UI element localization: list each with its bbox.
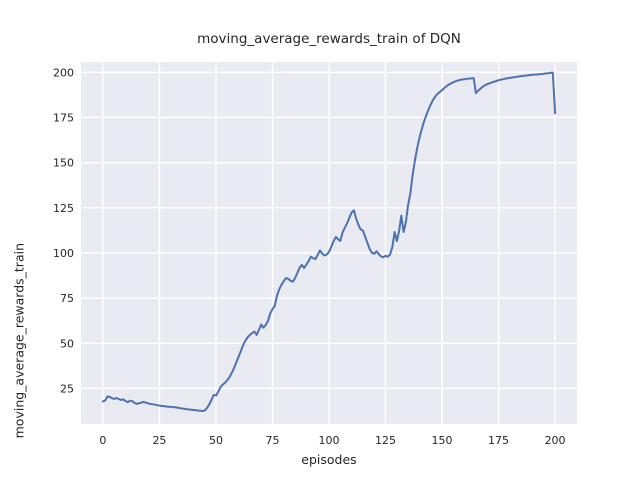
x-tick-label: 75 <box>265 434 279 447</box>
y-tick-label: 175 <box>53 111 74 124</box>
x-tick-label: 0 <box>99 434 106 447</box>
x-axis-label: episodes <box>301 452 357 467</box>
y-tick-label: 50 <box>60 337 74 350</box>
x-tick-label: 100 <box>319 434 340 447</box>
chart-title: moving_average_rewards_train of DQN <box>197 31 461 47</box>
y-axis-label-text: moving_average_rewards_train <box>11 243 26 439</box>
x-tick-label: 175 <box>488 434 509 447</box>
y-tick-label: 150 <box>53 157 74 170</box>
y-tick-label: 100 <box>53 247 74 260</box>
x-tick-label: 200 <box>545 434 566 447</box>
y-tick-label: 25 <box>60 382 74 395</box>
grid-lines <box>81 62 577 424</box>
x-tick-label: 50 <box>209 434 223 447</box>
tick-labels: 0 25 50 75 100 125 150 175 200 25 50 75 100 125 150 175… <box>53 66 566 447</box>
x-tick-label: 150 <box>432 434 453 447</box>
x-tick-label: 125 <box>375 434 396 447</box>
x-tick-label: 25 <box>152 434 166 447</box>
y-tick-label: 200 <box>53 66 74 79</box>
series-line <box>101 71 557 412</box>
y-tick-label: 75 <box>60 292 74 305</box>
y-tick-label: 125 <box>53 202 74 215</box>
